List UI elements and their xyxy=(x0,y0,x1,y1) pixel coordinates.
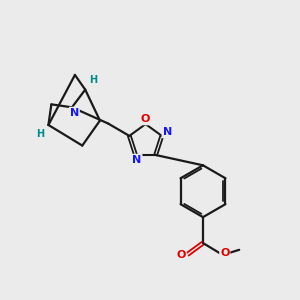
Text: O: O xyxy=(220,248,230,258)
Text: N: N xyxy=(132,155,142,165)
Text: O: O xyxy=(176,250,186,260)
Text: N: N xyxy=(163,128,172,137)
Text: H: H xyxy=(36,129,44,139)
Text: O: O xyxy=(140,114,149,124)
Text: H: H xyxy=(89,75,98,85)
Text: N: N xyxy=(70,108,79,118)
